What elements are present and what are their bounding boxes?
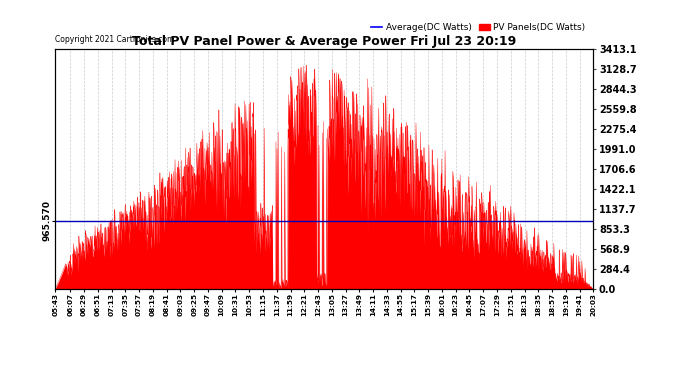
Legend: Average(DC Watts), PV Panels(DC Watts): Average(DC Watts), PV Panels(DC Watts) [368, 20, 589, 36]
Text: Copyright 2021 Cartronics.com: Copyright 2021 Cartronics.com [55, 35, 175, 44]
Title: Total PV Panel Power & Average Power Fri Jul 23 20:19: Total PV Panel Power & Average Power Fri… [132, 34, 516, 48]
